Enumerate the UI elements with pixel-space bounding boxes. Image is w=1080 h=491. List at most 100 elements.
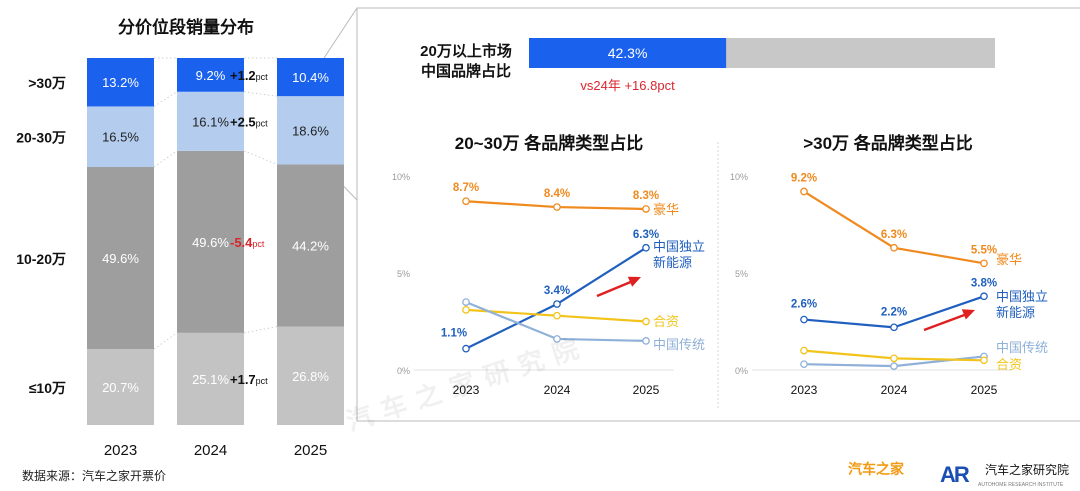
bar-value-label: 20.7%: [102, 380, 139, 395]
change-value: +2.5: [230, 114, 256, 129]
x-tick-label: 2024: [194, 442, 227, 459]
change-unit: pct: [256, 118, 269, 128]
x-tick-label: 2025: [633, 383, 660, 397]
data-point: [890, 323, 898, 332]
bar-segment: [87, 349, 154, 425]
bar-segment: [87, 106, 154, 167]
bar-segment: [87, 166, 154, 350]
line-chart-20-30: 20~30万 各品牌类型占比 0% 5% 10% 2023 2024 2025 8.7% 8.4…: [392, 133, 705, 397]
change-unit: pct: [256, 72, 269, 82]
bar-value-label: 18.6%: [292, 123, 329, 138]
bar-value-label: 13.2%: [102, 75, 139, 90]
data-point: [800, 346, 808, 355]
data-point: [642, 337, 650, 345]
progress-title-line: 中国品牌占比: [421, 62, 511, 80]
data-value-label: 5.5%: [971, 244, 997, 256]
stacked-bar-title: 分价位段销量分布: [118, 17, 254, 37]
detail-panel-frame: [356, 7, 1080, 422]
y-tick-label: 0%: [397, 366, 410, 376]
data-value-label: 8.4%: [544, 188, 570, 200]
data-value-label: 2.6%: [791, 299, 817, 311]
bar-value-label: 9.2%: [196, 68, 226, 83]
zoom-connector-top: [323, 7, 358, 59]
x-tick-label: 2024: [881, 383, 908, 397]
autohome-logo: 汽车之家: [848, 461, 905, 477]
data-point: [462, 306, 470, 314]
x-tick-label: 2023: [104, 442, 137, 459]
x-tick-label: 2023: [791, 383, 818, 397]
trend-arrow-shaft: [923, 312, 968, 332]
change-unit: pct: [252, 239, 265, 249]
line-chart-over-30: >30万 各品牌类型占比 0% 5% 10% 2023 2024 2025 9.2% 6.3% 5…: [730, 133, 1048, 397]
bar-segment: [177, 332, 244, 425]
data-point: [980, 259, 988, 268]
series-label: 中国独立: [653, 239, 705, 254]
bar-value-label: 25.1%: [192, 372, 229, 387]
bar-segment: [177, 58, 244, 92]
trend-arrow-head: [627, 276, 641, 287]
bar-value-label: 16.5%: [102, 130, 139, 145]
change-value: -5.4: [230, 235, 253, 250]
series-line: [803, 190, 985, 265]
data-point: [890, 243, 898, 252]
line-chart-title: >30万 各品牌类型占比: [803, 133, 973, 153]
data-point: [800, 187, 808, 196]
data-value-label: 6.3%: [881, 229, 907, 241]
bar-value-label: 49.6%: [102, 251, 139, 266]
data-point: [553, 335, 561, 343]
x-tick-label: 2025: [294, 442, 327, 459]
series-label: 中国传统: [653, 337, 705, 352]
bar-value-label: 49.6%: [192, 235, 229, 250]
bar-segment: [277, 58, 344, 97]
bar-segment: [277, 164, 344, 327]
progress-value-label: 42.3%: [608, 45, 648, 61]
y-tick-label: 0%: [735, 366, 748, 376]
change-annotation: +1.2pct: [230, 68, 268, 83]
stacked-bar-chart: 分价位段销量分布 20.7% 49.6% 16.5% 13.2% 2023 25.1% 49.…: [16, 17, 344, 459]
x-tick-label: 2024: [544, 383, 571, 397]
category-label: ≤10万: [29, 380, 66, 396]
data-value-label: 3.8%: [971, 277, 997, 289]
change-annotation: -5.4pct: [230, 235, 265, 250]
data-point: [890, 354, 898, 363]
data-value-label: 6.3%: [633, 229, 659, 241]
series-label: 中国传统: [996, 340, 1048, 355]
research-logo-name: 汽车之家研究院: [985, 462, 1069, 477]
data-point: [553, 311, 561, 320]
series-label: 合资: [653, 314, 679, 329]
data-value-label: 3.4%: [544, 285, 570, 297]
change-unit: pct: [256, 376, 269, 386]
bar-segment: [277, 96, 344, 165]
data-point: [980, 292, 988, 301]
bar-connector: [153, 332, 178, 350]
series-label: 合资: [996, 357, 1022, 372]
progress-title-line: 20万以上市场: [420, 42, 512, 60]
trend-arrow-head: [961, 309, 975, 320]
bar-value-label: 10.4%: [292, 70, 329, 85]
bar-value-label: 16.1%: [192, 114, 229, 129]
progress-note: vs24年 +16.8pct: [580, 78, 675, 93]
data-point: [553, 203, 561, 211]
data-value-label: 2.2%: [881, 306, 907, 318]
series-label: 新能源: [653, 255, 692, 270]
data-value-label: 8.3%: [633, 190, 659, 202]
data-value-label: 8.7%: [453, 182, 479, 194]
data-point: [642, 205, 650, 213]
y-tick-label: 5%: [735, 269, 748, 279]
bar-segment: [177, 150, 244, 333]
bar-connector: [243, 326, 278, 334]
bar-connector: [243, 91, 278, 97]
category-label: 10-20万: [16, 251, 66, 267]
y-tick-label: 10%: [730, 172, 748, 182]
bar-value-label: 26.8%: [292, 369, 329, 384]
series-label: 新能源: [996, 305, 1035, 320]
data-point: [800, 315, 808, 324]
bar-segment: [277, 326, 344, 425]
bar-connector: [153, 91, 178, 107]
x-tick-label: 2025: [971, 383, 998, 397]
bar-connector: [153, 150, 178, 168]
y-tick-label: 10%: [392, 172, 410, 182]
bar-connector: [243, 150, 278, 165]
series-label: 豪华: [996, 252, 1022, 267]
data-point: [462, 298, 470, 306]
